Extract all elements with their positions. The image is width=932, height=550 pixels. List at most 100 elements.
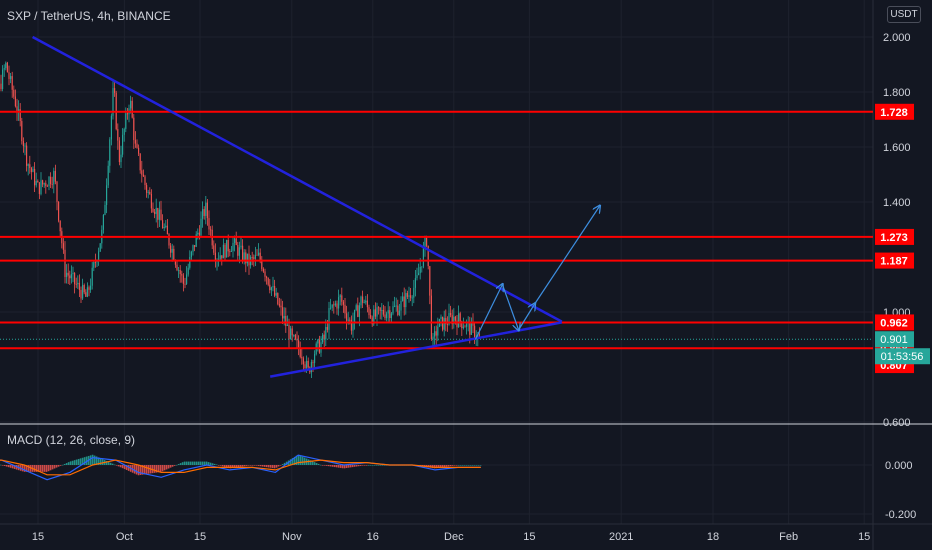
level-label: 1.728: [880, 107, 908, 119]
candle-body: [29, 164, 31, 169]
candle-body: [310, 362, 312, 373]
macd-histogram-bar: [85, 456, 88, 465]
candle-body: [456, 320, 458, 328]
currency-button[interactable]: USDT: [887, 6, 921, 23]
candle-body: [66, 272, 68, 278]
macd-histogram-bar: [357, 465, 360, 467]
macd-histogram-bar: [101, 459, 104, 465]
macd-histogram-bar: [477, 465, 480, 466]
candle-body: [150, 193, 152, 209]
macd-histogram-bar: [13, 465, 16, 469]
candle-body: [472, 321, 474, 326]
macd-histogram-bar: [377, 465, 380, 466]
candle-body: [3, 68, 5, 70]
candle-body: [131, 100, 133, 118]
candle-body: [187, 267, 189, 275]
candle-body: [440, 316, 442, 320]
macd-histogram-bar: [159, 465, 162, 472]
macd-histogram-bar: [269, 465, 272, 468]
candle-body: [96, 260, 98, 263]
candle-body: [42, 180, 44, 185]
candle-body: [362, 296, 364, 303]
candle-body: [304, 364, 306, 369]
candle-body: [110, 115, 112, 140]
macd-histogram-bar: [379, 465, 382, 466]
macd-histogram-bar: [437, 465, 440, 468]
candle-body: [170, 245, 172, 253]
candle-body: [99, 243, 101, 252]
macd-histogram-bar: [291, 458, 294, 465]
macd-histogram-bar: [29, 465, 32, 472]
candle-body: [166, 225, 168, 235]
macd-histogram-bar: [133, 465, 136, 474]
macd-histogram-bar: [193, 461, 196, 465]
x-tick-label: 15: [523, 531, 535, 543]
macd-tick-label: -0.200: [885, 509, 916, 521]
candle-body: [470, 321, 472, 335]
candle-body: [379, 307, 381, 311]
macd-histogram-bar: [299, 455, 302, 465]
candle-body: [155, 207, 157, 215]
candle-body: [163, 226, 165, 229]
candle-body: [146, 185, 148, 193]
macd-histogram-bar: [327, 465, 330, 467]
macd-histogram-bar: [37, 465, 40, 472]
candle-body: [176, 264, 178, 271]
chart-title: SXP / TetherUS, 4h, BINANCE: [7, 9, 171, 23]
macd-histogram-bar: [365, 465, 368, 466]
candle-body: [275, 293, 277, 296]
candle-body: [299, 348, 301, 357]
candle-body: [451, 315, 453, 325]
candle-body: [322, 334, 324, 343]
candle-body: [93, 262, 95, 268]
candle-body: [123, 128, 125, 135]
candle-body: [214, 252, 216, 262]
macd-histogram-bar: [65, 463, 68, 465]
candle-body: [339, 295, 341, 298]
candle-body: [264, 271, 266, 277]
macd-histogram-bar: [475, 465, 478, 466]
x-tick-label: Dec: [444, 531, 464, 543]
macd-histogram-bar: [63, 463, 66, 465]
macd-histogram-bar: [325, 465, 328, 466]
candle-body: [424, 237, 426, 249]
candle-body: [282, 307, 284, 319]
macd-histogram-bar: [229, 465, 232, 469]
macd-histogram-bar: [211, 463, 214, 465]
level-label: 0.962: [880, 317, 908, 329]
macd-histogram-bar: [57, 465, 60, 467]
candle-body: [422, 248, 424, 267]
candle-body: [85, 292, 87, 297]
macd-histogram-bar: [161, 465, 164, 472]
candle-body: [419, 266, 421, 274]
macd-histogram-bar: [199, 461, 202, 465]
macd-histogram-bar: [383, 465, 386, 466]
candle-body: [446, 324, 448, 325]
candle-body: [416, 275, 418, 279]
macd-histogram-bar: [141, 465, 144, 475]
macd-histogram-bar: [245, 465, 248, 466]
candle-body: [78, 282, 80, 291]
candle-body: [224, 244, 226, 258]
candle-body: [288, 324, 290, 340]
macd-histogram-bar: [153, 465, 156, 473]
candle-body: [157, 207, 159, 220]
macd-histogram-bar: [145, 465, 148, 475]
candle-body: [323, 334, 325, 340]
candle-body: [290, 328, 292, 340]
macd-histogram-bar: [289, 459, 292, 465]
candle-body: [21, 121, 23, 142]
candle-body: [291, 328, 293, 336]
candle-body: [184, 283, 186, 285]
candle-body: [478, 334, 480, 336]
macd-histogram-bar: [99, 458, 102, 465]
candle-body: [51, 184, 53, 185]
macd-histogram-bar: [381, 465, 384, 466]
candle-body: [62, 243, 64, 250]
candle-body: [203, 209, 205, 216]
candle-body: [341, 295, 343, 302]
candle-body: [70, 274, 72, 279]
projection-segment: [534, 206, 600, 305]
macd-histogram-bar: [255, 465, 258, 466]
